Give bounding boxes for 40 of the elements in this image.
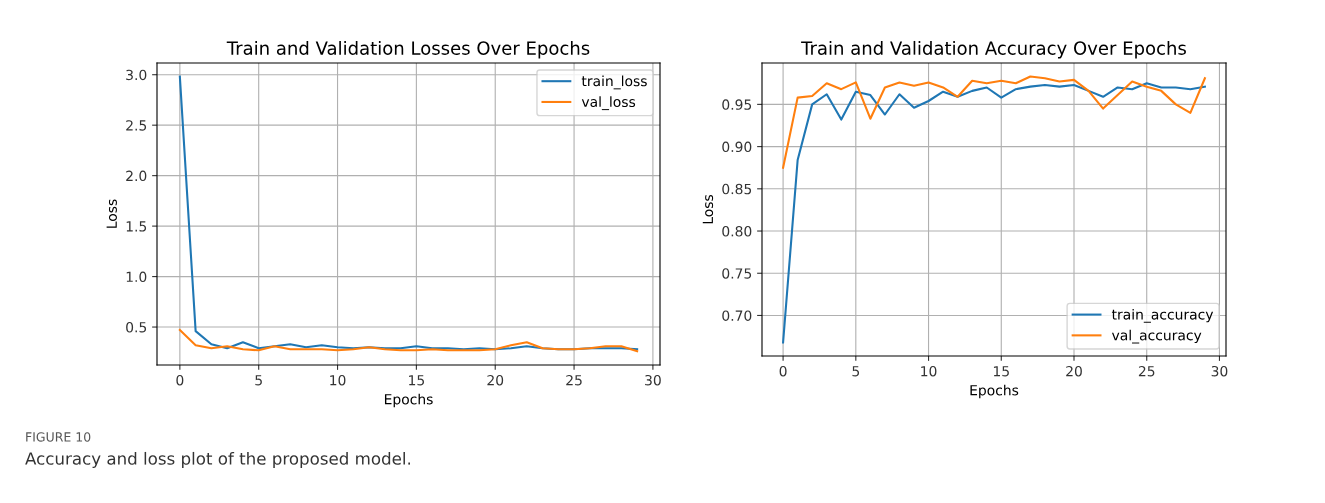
x-tick-label: 0 [176,374,184,386]
x-tick-label: 25 [566,374,582,386]
y-tick-label: 0.90 [722,141,752,153]
y-tick-label: 0.80 [722,226,752,237]
y-tick-label: 1.0 [126,271,147,283]
y-tick-label: 2.5 [126,120,147,131]
caption: FIGURE 10 [26,432,91,442]
x-tick-label: 30 [1211,365,1228,377]
y-tick-label: 0.85 [722,183,752,195]
y-tick-label: 3.0 [126,69,147,81]
legend-label: train_loss [581,75,647,90]
x-axis-title: Epochs [970,384,1019,399]
y-axis-title: Loss [106,199,117,228]
chart-title: Train and Validation Accuracy Over Epochs [801,40,1186,59]
x-axis-title: Epochs [384,393,433,408]
x-tick-label: 20 [1066,365,1082,377]
y-tick-label: 2.0 [126,170,147,182]
x-tick-label: 5 [852,366,860,377]
x-tick-label: 15 [993,366,1009,377]
line-series [782,75,1206,169]
legend-label: val_accuracy [1111,329,1202,344]
y-tick-label: 0.75 [722,268,752,279]
y-tick-label: 0.95 [722,99,752,110]
x-tick-label: 5 [255,375,262,386]
y-tick-label: 1.5 [126,221,147,232]
legend-label: val_loss [581,96,636,111]
x-tick-label: 25 [1138,365,1155,377]
y-axis-title: Loss [702,194,714,224]
line-series [178,329,639,353]
legend-label: train_accuracy [1111,308,1214,323]
text: Accuracy and loss plot of the proposed model. [25,451,411,469]
x-tick-label: 20 [487,374,504,386]
y-tick-label: 0.70 [722,310,752,321]
y-tick-label: 0.5 [126,322,147,333]
x-tick-label: 10 [921,365,937,377]
x-tick-label: 15 [409,375,425,386]
chart-title: Train and Validation Losses Over Epochs [226,40,590,59]
x-tick-label: 0 [779,365,787,377]
x-tick-label: 30 [645,374,661,386]
x-tick-label: 10 [330,374,346,386]
